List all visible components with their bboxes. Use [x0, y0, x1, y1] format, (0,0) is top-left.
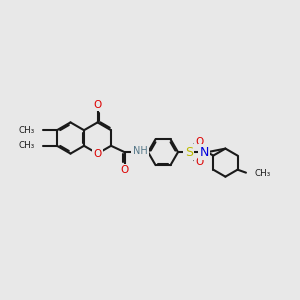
Text: O: O [93, 100, 102, 110]
Text: N: N [200, 146, 209, 159]
Text: O: O [121, 165, 129, 175]
Text: O: O [195, 137, 203, 147]
Text: CH₃: CH₃ [254, 169, 271, 178]
Text: NH: NH [133, 146, 148, 156]
Text: CH₃: CH₃ [19, 126, 35, 135]
Text: S: S [185, 146, 193, 159]
Text: CH₃: CH₃ [19, 141, 35, 150]
Text: O: O [195, 157, 203, 167]
Text: O: O [93, 148, 102, 159]
